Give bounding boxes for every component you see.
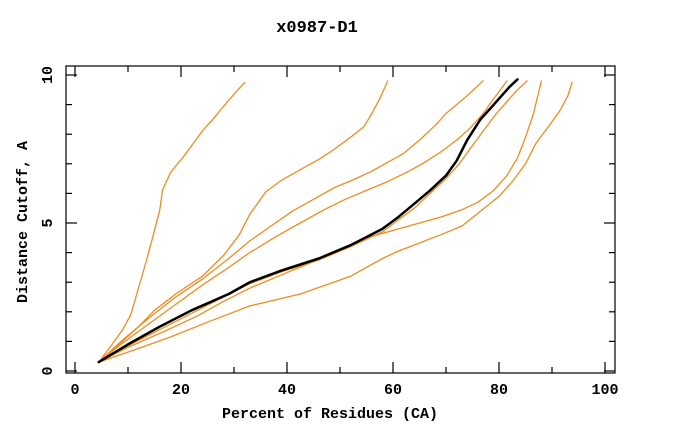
- model-curve-6: [98, 80, 543, 363]
- highlighted-model-curve: [97, 78, 519, 364]
- x-tick-label: 0: [70, 382, 79, 399]
- y-axis-label: Distance Cutoff, A: [15, 141, 32, 303]
- x-axis-label: Percent of Residues (CA): [222, 406, 438, 423]
- x-tick-label: 100: [591, 382, 618, 399]
- model-curve-3: [98, 80, 484, 363]
- y-tick-label: 0: [40, 366, 57, 375]
- chart-title: x0987-D1: [276, 19, 358, 38]
- tick-labels: 0 20 40 60 80 100 0 5 10: [40, 66, 619, 399]
- model-curve-1: [98, 81, 246, 363]
- model-curve-5: [98, 80, 528, 363]
- y-tick-label: 5: [40, 218, 57, 227]
- x-tick-label: 80: [490, 382, 508, 399]
- plot-frame: [65, 65, 616, 374]
- axes: [65, 65, 616, 374]
- model-curve-2: [98, 80, 389, 363]
- x-tick-label: 40: [278, 382, 296, 399]
- y-tick-label: 10: [40, 66, 57, 84]
- model-curve-4: [98, 80, 508, 363]
- x-tick-label: 20: [172, 382, 190, 399]
- x-tick-label: 60: [384, 382, 402, 399]
- model-curve-7: [98, 81, 573, 363]
- curves: [97, 78, 573, 364]
